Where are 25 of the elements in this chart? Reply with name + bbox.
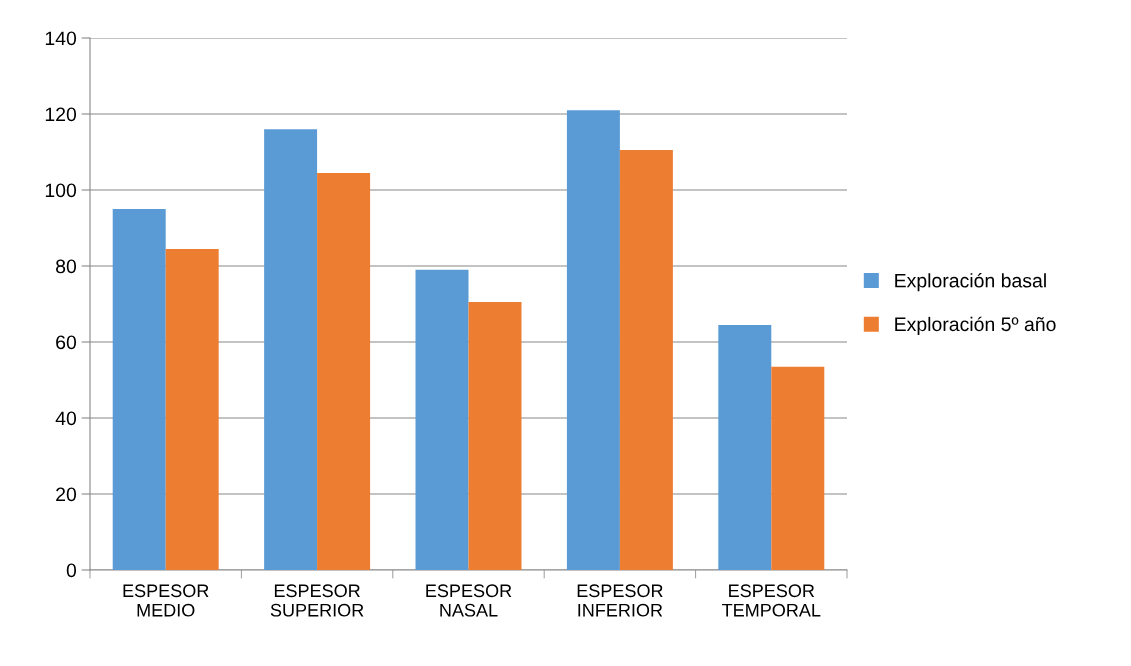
bar [619, 150, 673, 570]
y-tick-label: 140 [45, 31, 77, 46]
bar [468, 302, 522, 570]
x-tick-label: ESPESOR NASAL [426, 584, 512, 617]
x-tick-label: ESPESOR SUPERIOR [270, 584, 364, 617]
legend-label: Exploración 5º año [895, 316, 1056, 335]
y-tick-label: 100 [45, 183, 77, 198]
y-tick-label: 120 [45, 107, 77, 122]
bar [264, 129, 318, 570]
y-tick-label: 80 [56, 259, 77, 274]
legend-label: Exploración basal [895, 273, 1046, 292]
bar [566, 110, 620, 570]
bar [718, 324, 772, 570]
bar [165, 248, 219, 570]
y-tick-label: 40 [55, 411, 77, 426]
y-tick-label: 0 [66, 563, 77, 578]
x-tick-label: ESPESOR MEDIO [123, 584, 209, 617]
bar [771, 366, 825, 570]
y-tick-label: 60 [56, 335, 77, 350]
x-tick-label: ESPESOR TEMPORAL [722, 584, 821, 617]
x-tick-label: ESPESOR INFERIOR [577, 584, 663, 617]
bar [317, 172, 371, 570]
bar [415, 269, 469, 570]
bar [112, 209, 166, 570]
y-tick-label: 20 [56, 487, 77, 502]
